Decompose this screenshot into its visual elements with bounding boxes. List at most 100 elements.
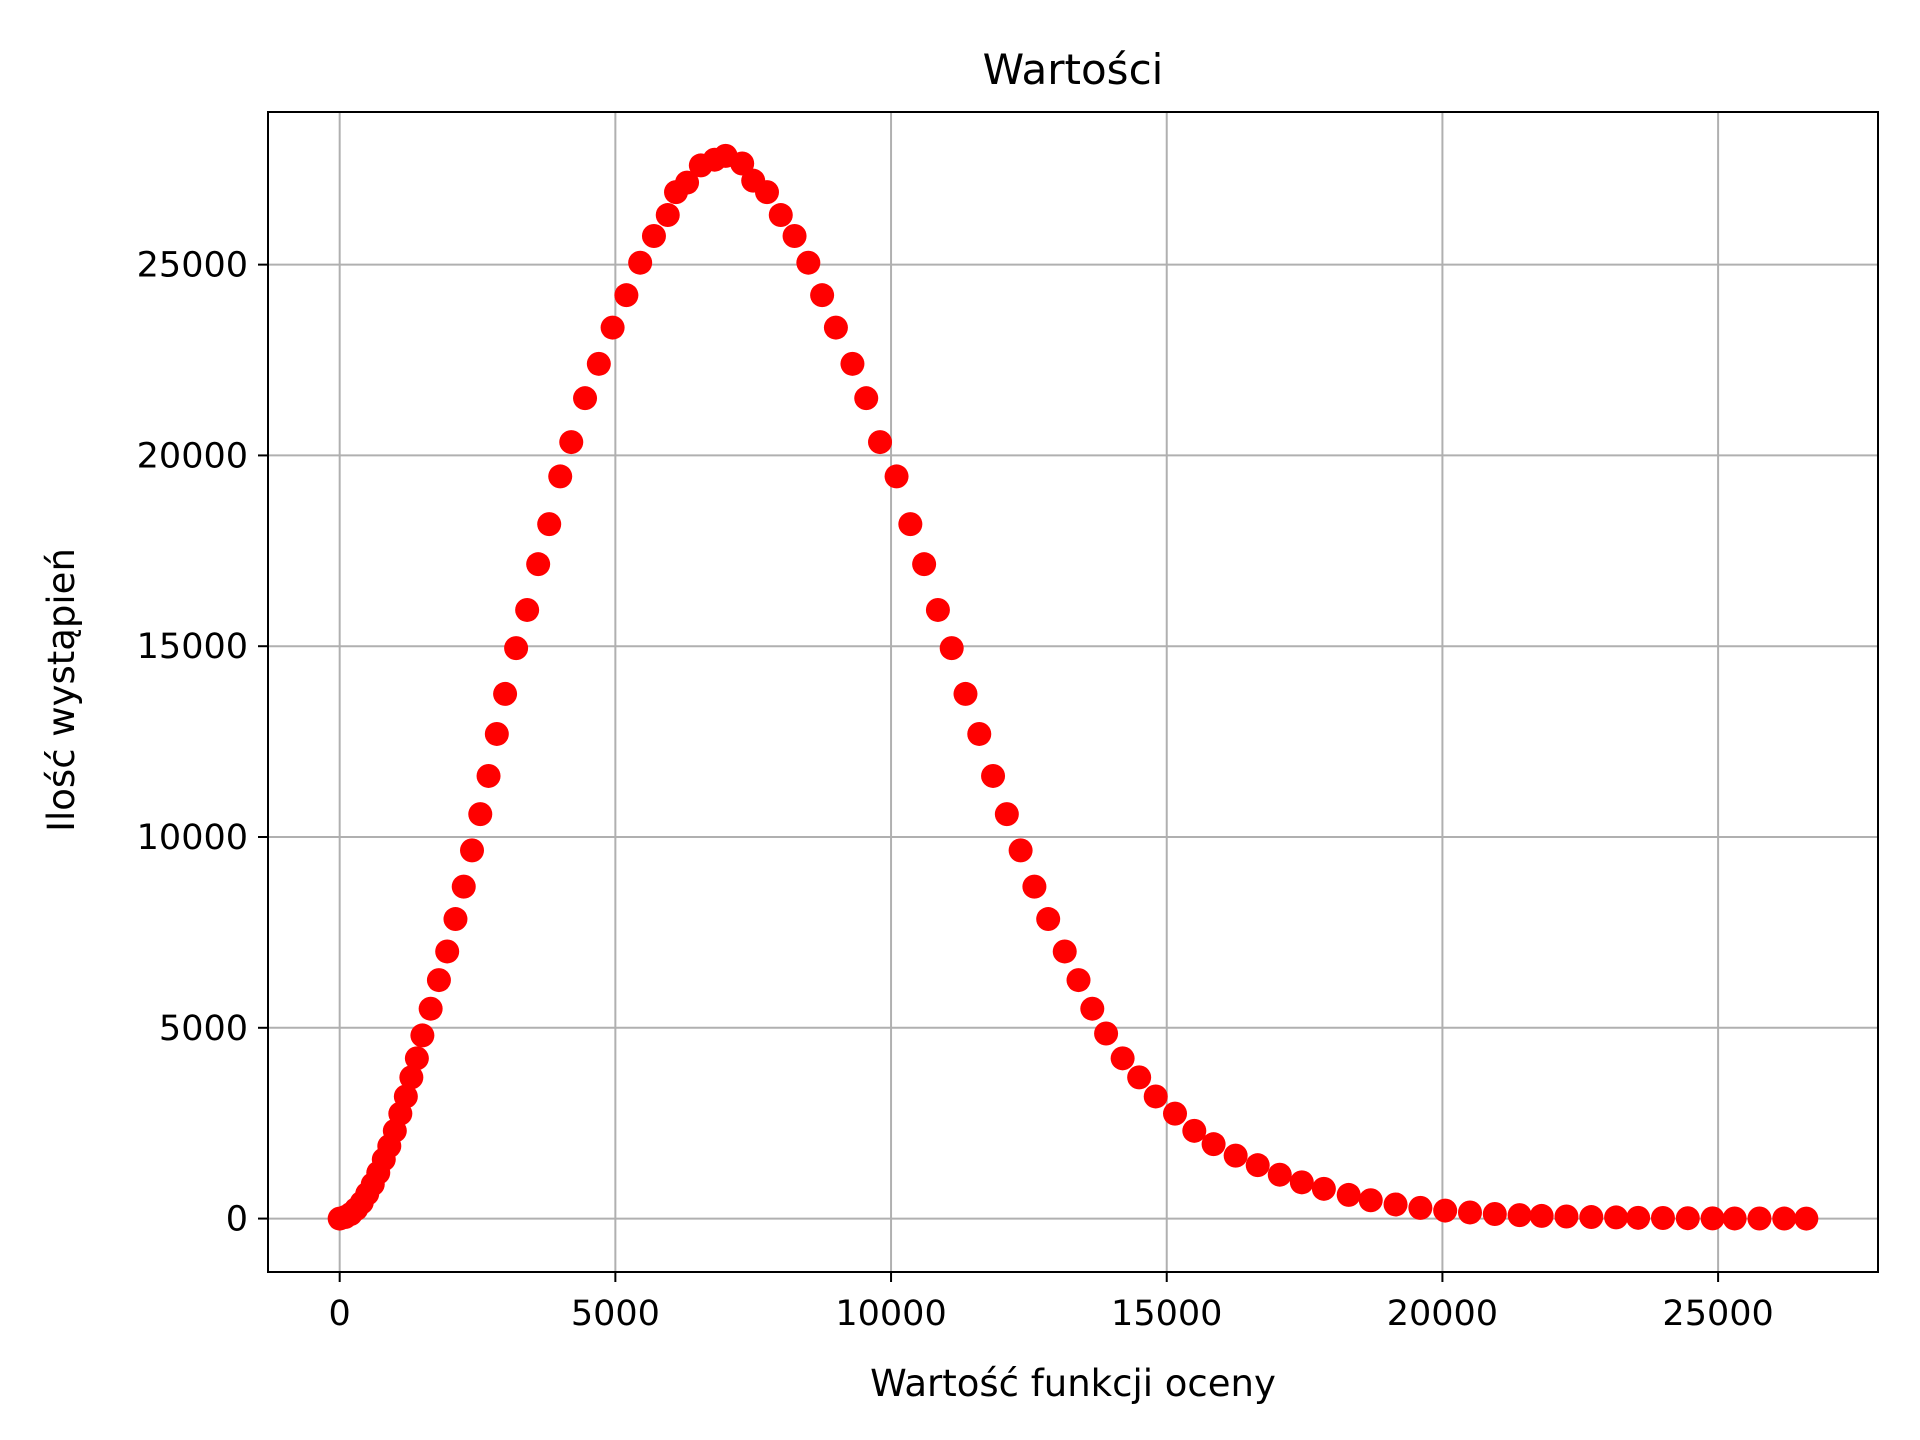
x-tick-label: 0 [329, 1294, 351, 1334]
scatter-point [393, 1084, 418, 1109]
scatter-point [443, 907, 468, 932]
scatter-point [655, 203, 680, 228]
points-layer [327, 143, 1819, 1231]
scatter-point [559, 430, 584, 455]
scatter-point [1110, 1046, 1135, 1071]
scatter-point [782, 224, 807, 249]
x-axis-label: Wartość funkcji oceny [870, 1362, 1276, 1405]
scatter-point [925, 597, 950, 622]
scatter-point [1747, 1206, 1772, 1231]
scatter-point [426, 968, 451, 993]
scatter-point [768, 203, 793, 228]
scatter-point [418, 996, 443, 1021]
scatter-point [754, 180, 779, 205]
grid-layer [268, 112, 1878, 1272]
scatter-point [1066, 968, 1091, 993]
scatter-point [1772, 1206, 1797, 1231]
x-tick-label: 20000 [1387, 1294, 1498, 1334]
scatter-point [1008, 838, 1033, 863]
scatter-point [1579, 1205, 1604, 1230]
scatter-point [1036, 907, 1061, 932]
scatter-point [1383, 1192, 1408, 1217]
plot-frame [267, 111, 1879, 1273]
scatter-point [1675, 1206, 1700, 1231]
scatter-point [468, 802, 493, 827]
scatter-point [854, 386, 879, 411]
scatter-point [912, 552, 937, 577]
scatter-point [600, 315, 625, 340]
scatter-point [1650, 1206, 1675, 1231]
scatter-point [1358, 1188, 1383, 1213]
scatter-point [504, 636, 529, 661]
scatter-point [1201, 1132, 1226, 1157]
scatter-point [1433, 1198, 1458, 1223]
scatter-point [898, 512, 923, 537]
scatter-point [994, 802, 1019, 827]
scatter-point [537, 512, 562, 537]
x-tick-label: 15000 [1111, 1294, 1222, 1334]
y-tick-label: 20000 [137, 436, 248, 476]
scatter-point [1700, 1206, 1725, 1231]
chart-title: Wartości [983, 45, 1164, 94]
scatter-point [823, 315, 848, 340]
scatter-point [548, 464, 573, 489]
scatter-point [1143, 1084, 1168, 1109]
scatter-point [1604, 1205, 1629, 1230]
scatter-point [810, 283, 835, 308]
scatter-point [1507, 1203, 1532, 1228]
scatter-point [515, 597, 540, 622]
scatter-point [410, 1023, 435, 1048]
scatter-point [1794, 1206, 1819, 1231]
scatter-point [628, 250, 653, 275]
x-tick-label: 5000 [571, 1294, 660, 1334]
scatter-point [1408, 1195, 1433, 1220]
scatter-point [476, 763, 501, 788]
scatter-point [730, 151, 755, 176]
y-tick-label: 0 [226, 1200, 248, 1240]
y-tick-label: 5000 [159, 1009, 248, 1049]
scatter-point [967, 721, 992, 746]
x-tick-label: 25000 [1662, 1294, 1773, 1334]
scatter-point [493, 681, 518, 706]
scatter-point [1267, 1162, 1292, 1187]
ticks-layer: 0 5000 10000 15000 20000 25000 0 5000 10000 15000… [137, 246, 1774, 1334]
scatter-point [404, 1046, 429, 1071]
y-tick-label: 15000 [137, 627, 248, 667]
scatter-point [1311, 1176, 1336, 1201]
scatter-point [484, 721, 509, 746]
scatter-point [435, 939, 460, 964]
scatter-point [1094, 1021, 1119, 1046]
scatter-point [884, 464, 909, 489]
scatter-point [840, 351, 865, 376]
scatter-point [1722, 1206, 1747, 1231]
scatter-point [1223, 1143, 1248, 1168]
scatter-point [1457, 1200, 1482, 1225]
scatter-point [1626, 1205, 1651, 1230]
scatter-point [460, 838, 485, 863]
scatter-point [1336, 1182, 1361, 1207]
scatter-point [1554, 1204, 1579, 1229]
scatter-point [1080, 996, 1105, 1021]
scatter-point [796, 250, 821, 275]
y-tick-label: 10000 [137, 818, 248, 858]
x-tick-label: 10000 [835, 1294, 946, 1334]
scatter-point [641, 224, 666, 249]
scatter-point [1182, 1118, 1207, 1143]
scatter-point [586, 351, 611, 376]
scatter-point [1022, 874, 1047, 899]
y-tick-label: 25000 [137, 246, 248, 286]
scatter-point [1127, 1065, 1152, 1090]
scatter-point [981, 763, 1006, 788]
scatter-point [675, 170, 700, 195]
scatter-point [1482, 1202, 1507, 1226]
scatter-point [573, 386, 598, 411]
scatter-point [1289, 1170, 1314, 1195]
scatter-point [451, 874, 476, 899]
scatter-point [1163, 1101, 1188, 1126]
scatter-point [953, 681, 978, 706]
scatter-point [1245, 1153, 1270, 1178]
scatter-point [939, 636, 964, 661]
scatter-point [526, 552, 551, 577]
